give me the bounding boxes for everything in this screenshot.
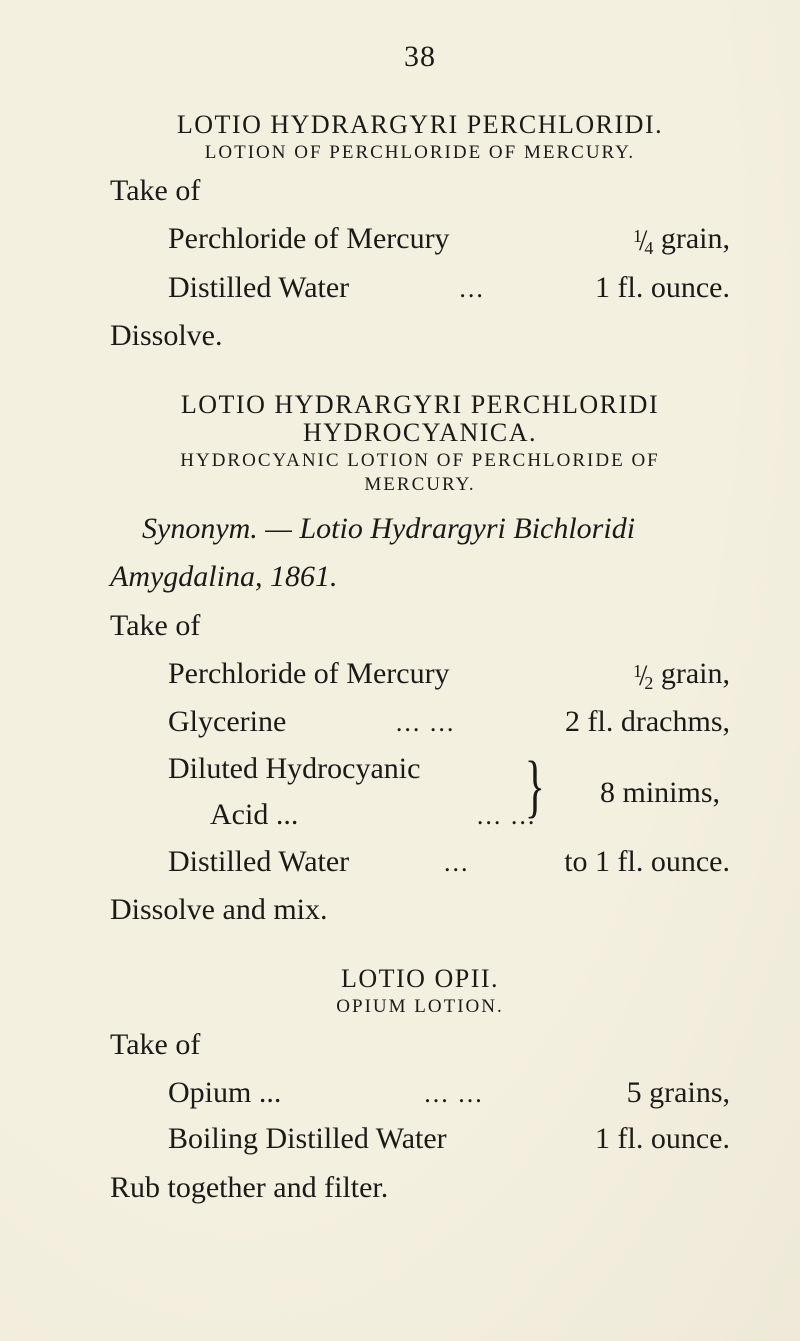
spacer-dots: ... ... [286, 703, 565, 743]
spacer-dots: ... [349, 269, 595, 309]
section2-row-distilled-water: Distilled Water ... to 1 fl. ounce. [110, 839, 730, 886]
spacer-dots [450, 220, 633, 260]
synonym-label: Synonym. [142, 512, 258, 545]
ingredient-value: 1 fl. ounce. [595, 1116, 730, 1163]
spacer-dots [450, 655, 633, 695]
ingredient-label: Distilled Water [168, 839, 349, 886]
ingredient-label: Perchloride of Mercury [168, 216, 450, 263]
value-post: grain, [653, 657, 730, 690]
section3-subheading: OPIUM LOTION. [110, 996, 730, 1018]
section1-dissolve: Dissolve. [110, 313, 730, 360]
section3-heading: LOTIO OPII. [110, 964, 730, 994]
section3-takeof: Take of [110, 1028, 730, 1062]
section2-synonym: Synonym. — Lotio Hydrargyri Bichloridi [110, 506, 730, 553]
section1-takeof: Take of [110, 174, 730, 208]
section3-row-boiling-distilled-water: Boiling Distilled Water 1 fl. ounce. [110, 1116, 730, 1163]
ingredient-value: 1/4 grain, [633, 216, 730, 265]
section1-row-perchloride: Perchloride of Mercury 1/4 grain, [110, 216, 730, 265]
ingredient-label: Acid ... [210, 792, 298, 839]
fraction-numerator: 1 [633, 661, 642, 681]
section2-synonym-line2: Amygdalina, 1861. [110, 554, 730, 601]
ingredient-label: Boiling Distilled Water [168, 1116, 447, 1163]
section2-takeof: Take of [110, 609, 730, 643]
spacer-dots: ... ... [281, 1074, 626, 1114]
section2-subheading-line1: HYDROCYANIC LOTION OF PERCHLORIDE OF [110, 450, 730, 472]
spacer-dots [447, 1120, 595, 1160]
fraction-icon: 1/2 [633, 653, 653, 700]
ingredient-label: Glycerine [168, 699, 286, 746]
ingredient-label: Perchloride of Mercury [168, 651, 450, 698]
page-number: 38 [110, 40, 730, 74]
fraction-icon: 1/4 [633, 218, 653, 265]
ingredient-value: to 1 fl. ounce. [564, 839, 730, 886]
curly-brace-icon: } [525, 752, 545, 822]
fraction-numerator: 1 [633, 226, 642, 246]
section2-heading-line2: HYDROCYANICA. [110, 418, 730, 448]
brace-value: 8 minims, [600, 770, 720, 817]
section2-row-glycerine: Glycerine ... ... 2 fl. drachms, [110, 699, 730, 746]
section2-heading-line1: LOTIO HYDRARGYRI PERCHLORIDI [110, 390, 730, 420]
section2-row-perchloride: Perchloride of Mercury 1/2 grain, [110, 651, 730, 700]
fraction-denominator: 4 [644, 238, 653, 258]
ingredient-label: Opium ... [168, 1070, 281, 1117]
value-post: grain, [653, 222, 730, 255]
spacer-dots: ... [349, 843, 564, 883]
synonym-line2-text: Amygdalina, 1861. [110, 560, 337, 593]
brace-group: Diluted Hydrocyanic x Acid ... ... ... x… [110, 746, 730, 839]
synonym-rest: — Lotio Hydrargyri Bichloridi [258, 512, 635, 545]
section1-subheading: LOTION OF PERCHLORIDE OF MERCURY. [110, 142, 730, 164]
fraction-denominator: 2 [644, 673, 653, 693]
scanned-page: 38 LOTIO HYDRARGYRI PERCHLORIDI. LOTION … [0, 0, 800, 1341]
section2-subheading-line2: MERCURY. [110, 474, 730, 496]
section2-dissolve: Dissolve and mix. [110, 887, 730, 934]
section1-heading: LOTIO HYDRARGYRI PERCHLORIDI. [110, 110, 730, 140]
ingredient-value: 1/2 grain, [633, 651, 730, 700]
section3-rub: Rub together and filter. [110, 1165, 730, 1212]
ingredient-value: 5 grains, [627, 1070, 730, 1117]
section1-row-distilled: Distilled Water ... 1 fl. ounce. [110, 265, 730, 312]
ingredient-value: 1 fl. ounce. [595, 265, 730, 312]
ingredient-label: Diluted Hydrocyanic [168, 746, 420, 793]
ingredient-label: Distilled Water [168, 265, 349, 312]
section3-row-opium: Opium ... ... ... 5 grains, [110, 1070, 730, 1117]
ingredient-value: 2 fl. drachms, [565, 699, 730, 746]
